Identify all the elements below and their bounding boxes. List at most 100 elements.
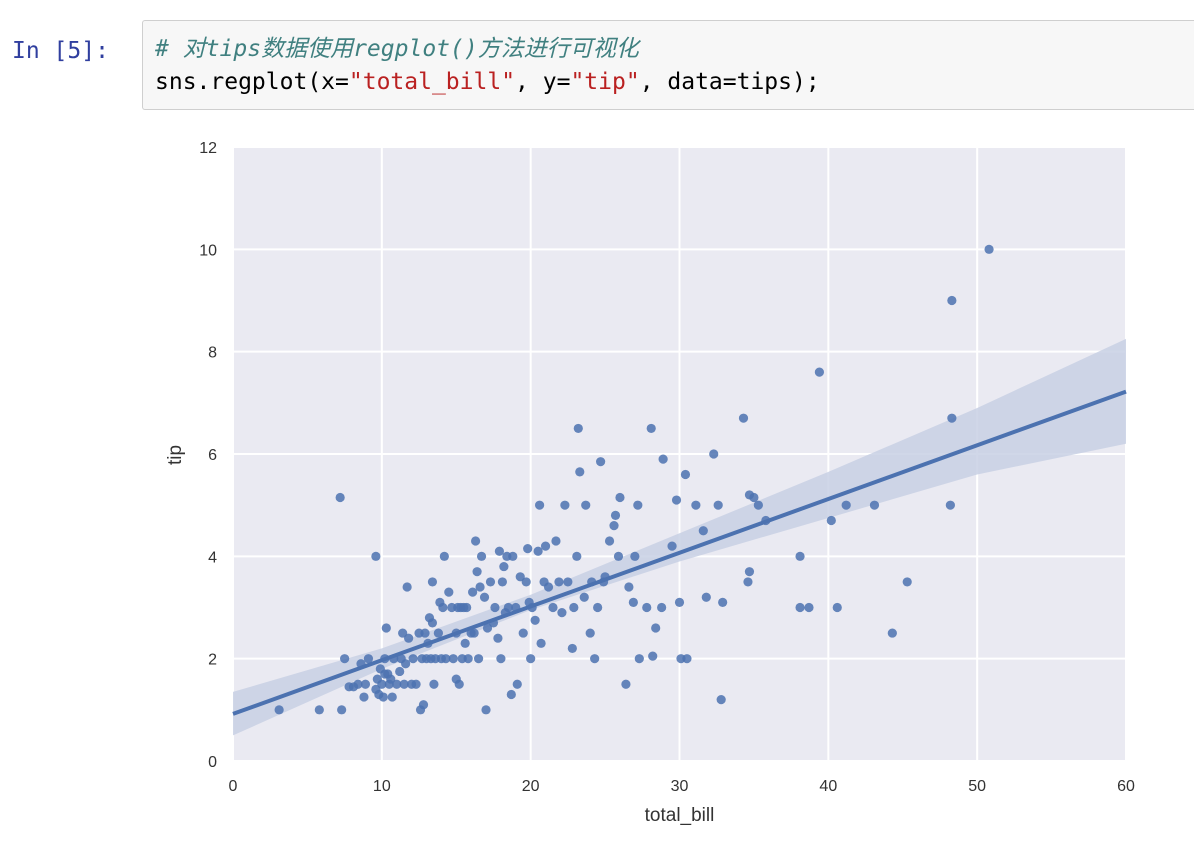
code-token: , y= (515, 69, 571, 95)
data-point (604, 536, 615, 546)
data-point (841, 500, 851, 510)
scatter-points (274, 244, 994, 715)
data-point (511, 602, 521, 613)
data-point (548, 602, 558, 613)
data-point (463, 654, 473, 664)
data-point (658, 454, 668, 464)
y-tick-label: 4 (208, 549, 217, 566)
y-tick-label: 0 (208, 754, 217, 771)
data-point (314, 705, 324, 715)
data-point (399, 679, 409, 689)
data-point (479, 592, 490, 602)
code-editor[interactable]: # 对tips数据使用regplot()方法进行可视化 sns.regplot(… (155, 33, 820, 99)
data-point (536, 638, 546, 648)
data-point (499, 561, 509, 572)
data-point (363, 654, 374, 664)
data-point (420, 628, 430, 638)
data-point (360, 679, 371, 689)
data-point (392, 679, 402, 689)
data-point (402, 582, 412, 592)
data-point (832, 602, 842, 613)
x-axis-label: total_bill (645, 805, 715, 826)
data-point (945, 500, 955, 510)
data-point (609, 521, 619, 531)
data-point (621, 679, 631, 689)
data-point (530, 615, 540, 625)
data-point (512, 679, 522, 689)
data-point (610, 510, 621, 520)
data-point (671, 495, 682, 505)
data-point (947, 295, 957, 306)
data-point (761, 515, 771, 526)
data-point (563, 577, 573, 587)
data-point (503, 602, 513, 613)
data-point (667, 541, 677, 551)
data-point (488, 618, 499, 628)
data-point (490, 602, 500, 613)
data-point (596, 457, 606, 467)
data-point (418, 700, 429, 710)
data-point (482, 623, 493, 633)
y-tick-label: 6 (208, 447, 217, 464)
data-point (451, 628, 461, 638)
code-token: , data=tips); (639, 69, 820, 95)
data-point (335, 492, 345, 503)
data-point (356, 659, 366, 669)
data-point (404, 633, 414, 643)
data-point (593, 602, 603, 613)
data-point (600, 572, 610, 582)
data-point (814, 367, 825, 377)
data-point (648, 651, 658, 661)
data-point (560, 500, 570, 510)
data-point (615, 492, 625, 503)
data-point (624, 582, 634, 592)
data-point (713, 500, 723, 510)
data-point (468, 587, 478, 597)
data-point (657, 602, 667, 613)
data-point (485, 577, 496, 587)
data-point (476, 551, 487, 561)
y-axis-label: tip (165, 445, 186, 465)
data-point (984, 244, 994, 254)
data-point (441, 654, 451, 664)
data-point (523, 544, 533, 554)
data-point (651, 623, 661, 633)
x-tick-label: 0 (229, 778, 238, 795)
data-point (380, 654, 390, 664)
data-point (433, 628, 443, 638)
data-point (427, 577, 438, 587)
data-point (377, 679, 387, 689)
data-point (398, 628, 408, 638)
data-point (642, 602, 652, 613)
data-point (473, 654, 484, 664)
code-cell[interactable]: # 对tips数据使用regplot()方法进行可视化 sns.regplot(… (142, 20, 1194, 110)
data-point (515, 572, 525, 582)
data-point (460, 638, 470, 648)
data-point (826, 515, 836, 526)
data-point (497, 577, 507, 587)
data-point (534, 500, 545, 510)
data-point (646, 423, 656, 434)
data-point (795, 551, 805, 561)
y-tick-label: 12 (199, 140, 217, 157)
data-point (386, 674, 396, 684)
data-point (795, 602, 805, 613)
cell-prompt: In [5]: (12, 38, 109, 64)
data-point (869, 500, 880, 510)
data-point (628, 597, 638, 607)
data-point (454, 679, 464, 689)
data-point (378, 692, 388, 702)
code-comment: # 对tips数据使用regplot()方法进行可视化 (155, 36, 639, 62)
data-point (701, 592, 711, 602)
data-point (947, 413, 957, 423)
data-point (387, 692, 397, 702)
x-tick-label: 20 (522, 778, 540, 795)
x-tick-label: 30 (671, 778, 689, 795)
data-point (395, 666, 405, 677)
data-point (427, 618, 438, 628)
data-point (540, 541, 551, 551)
data-point (423, 638, 433, 648)
data-point (613, 551, 624, 561)
data-point (716, 695, 726, 705)
data-point (569, 602, 579, 613)
